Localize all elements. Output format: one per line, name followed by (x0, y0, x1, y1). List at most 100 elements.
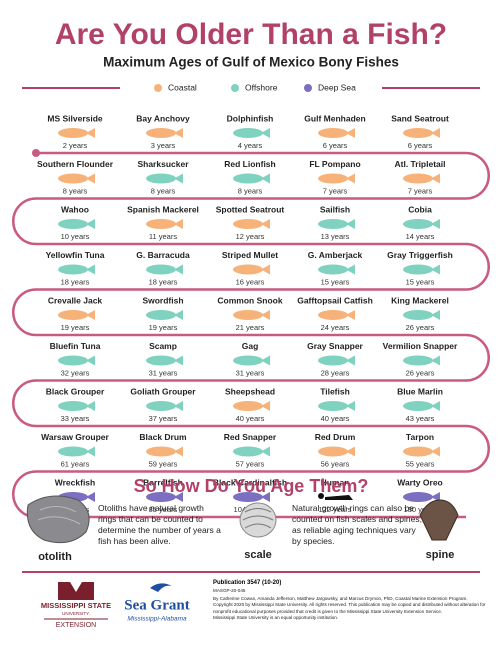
fish-tail (174, 310, 183, 320)
legend-label: Deep Sea (318, 82, 356, 92)
fish-name: Crevalle Jack (48, 295, 103, 305)
fish-name: MS Silverside (47, 113, 103, 123)
fish-tail (431, 492, 440, 502)
fish-age: 12 years (236, 232, 265, 241)
fish-name: G. Amberjack (308, 250, 363, 260)
fish-tail (346, 310, 355, 320)
fish-tail (346, 128, 355, 138)
fish-icon (318, 310, 348, 320)
fish-tail (174, 446, 183, 457)
fish-name: Sheepshead (225, 386, 275, 396)
fish-tail (86, 219, 95, 229)
fish-icon (403, 264, 433, 275)
fish-name: Blue Marlin (397, 386, 443, 396)
legend: Coastal Offshore Deep Sea (154, 82, 356, 92)
fish-name: Sharksucker (137, 159, 189, 169)
fish-name: Barrelfish (143, 477, 183, 487)
fish-tail (86, 310, 95, 320)
fish-tail (346, 173, 355, 184)
section-title: So How Do You Age Them? (134, 476, 369, 496)
fish-name: Gag (242, 341, 259, 351)
fish-age: 11 years (149, 232, 177, 241)
fish-age: 14 years (406, 232, 435, 241)
fish-name: Warty Oreo (397, 477, 443, 487)
fish-age: 18 years (61, 277, 90, 286)
equal-opportunity: Mississippi State University is an equal… (213, 614, 339, 620)
fish-age: 31 years (149, 368, 178, 377)
fish-icon (58, 219, 88, 229)
fish-name: Gray Snapper (307, 341, 363, 351)
fish-age: 28 years (321, 368, 350, 377)
legend-swatch (231, 84, 239, 92)
fish-tail (174, 355, 183, 366)
fish-tail (431, 310, 440, 320)
fish-tail (86, 128, 95, 138)
legend-label: Coastal (168, 82, 197, 92)
fish-name: Cobia (408, 204, 432, 214)
fish-name: Dolphinfish (227, 113, 274, 123)
logo-text: Mississippi-Alabama (127, 616, 187, 623)
fish-name: Black Drum (139, 432, 187, 442)
fish-age: 10 years (61, 232, 90, 241)
fish-tail (86, 264, 95, 275)
fish-tail (261, 355, 270, 366)
fish-icon (58, 264, 88, 275)
fish-icon (403, 446, 433, 457)
fish-name: Wreckfish (55, 477, 95, 487)
fish-age: 59 years (149, 459, 178, 468)
fish-name: Tilefish (320, 386, 350, 396)
fish-name: Sand Seatrout (391, 113, 449, 123)
fish-icon (318, 219, 348, 229)
fish-tail (86, 446, 95, 457)
fish-icon (146, 264, 176, 275)
seagrant-bird (150, 583, 172, 592)
fish-age: 6 years (323, 141, 348, 150)
fish-age: 7 years (408, 186, 433, 195)
fish-icon (403, 310, 433, 320)
logo-text: UNIVERSITY. (62, 611, 90, 616)
msu-logo-mark (58, 582, 94, 600)
fish-age: 40 years (321, 414, 350, 423)
fish-age: 15 years (406, 277, 435, 286)
fish-icon (318, 264, 348, 275)
fish-tail (86, 173, 95, 184)
fish-tail (346, 401, 355, 411)
fish-age: 6 years (408, 141, 433, 150)
fish-tail (174, 264, 183, 275)
fish-icon (403, 401, 433, 411)
fish-age: 122 years (319, 505, 352, 514)
fish-name: Wahoo (61, 204, 89, 214)
fish-tail (431, 355, 440, 366)
fish-tail (261, 264, 270, 275)
fish-name: Sailfish (320, 204, 350, 214)
fish-icon (146, 173, 176, 184)
fish-name: Atl. Tripletail (394, 159, 445, 169)
fish-grid: MS Silverside 2 years Bay Anchovy 3 years Do… (37, 113, 458, 514)
fish-tail (261, 492, 270, 502)
fish-name: Red Drum (315, 432, 356, 442)
fish-tail (346, 264, 355, 275)
fish-icon (403, 128, 433, 138)
fish-name: Spanish Mackerel (127, 204, 199, 214)
legend-label: Offshore (245, 82, 278, 92)
fish-icon (146, 219, 176, 229)
fish-tail (261, 401, 270, 411)
fish-name: Spotted Seatrout (216, 204, 285, 214)
timeline-path (12, 151, 490, 519)
fish-age: 16 years (236, 277, 265, 286)
legend-swatch (304, 84, 312, 92)
fish-name: Black Cardinalfish (213, 477, 287, 487)
fish-icon (233, 128, 263, 138)
fish-name: Scamp (149, 341, 177, 351)
fish-name: Vermilion Snapper (383, 341, 458, 351)
fish-icon (318, 401, 348, 411)
fish-age: 18 years (149, 277, 178, 286)
fish-tail (261, 219, 270, 229)
fish-icon (403, 355, 433, 366)
fish-age: 55 years (406, 459, 435, 468)
fish-name: Warsaw Grouper (41, 432, 109, 442)
fish-icon (233, 173, 263, 184)
fish-icon (58, 128, 88, 138)
fish-age: 3 years (151, 141, 176, 150)
